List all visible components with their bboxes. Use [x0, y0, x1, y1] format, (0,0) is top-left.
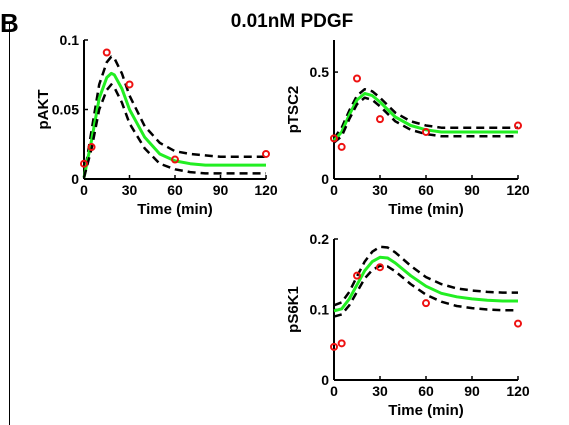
y-axis-label: pS6K1 [285, 286, 302, 333]
series-fit-line [333, 255, 518, 313]
data-point [102, 48, 111, 57]
x-axis-label: Time (min) [137, 201, 213, 218]
x-tick-label: 0 [330, 383, 338, 399]
y-tick-label: 0.1 [60, 32, 80, 48]
x-tick-label: 30 [122, 182, 138, 198]
data-point [422, 299, 430, 308]
data-point [330, 134, 338, 143]
x-tick-label: 90 [213, 182, 229, 198]
data-point [353, 271, 361, 280]
y-tick-label: 0.5 [310, 64, 330, 80]
x-tick-label: 60 [418, 182, 434, 198]
x-tick-label: 60 [167, 182, 183, 198]
data-point [353, 74, 361, 83]
data-point [87, 143, 96, 152]
y-tick-label: 0.1 [310, 302, 330, 318]
data-point [376, 115, 384, 124]
x-axis-label: Time (min) [388, 201, 464, 218]
y-tick-label: 0 [321, 171, 329, 187]
x-tick-label: 120 [506, 182, 530, 198]
data-point [422, 127, 430, 136]
data-point [262, 149, 270, 158]
plot-ptsc2: 0 30 60 90 120 0 0.5 Time (min) pTSC2 [285, 40, 530, 218]
series-fit-line [82, 71, 266, 178]
data-point [514, 319, 522, 328]
y-axis-label: pAKT [35, 90, 52, 130]
data-point [80, 159, 88, 168]
series-lower-line [82, 83, 266, 178]
series-fit-line [332, 92, 518, 142]
x-axis-label: Time (min) [388, 402, 464, 419]
x-tick-label: 30 [372, 182, 388, 198]
data-point [337, 142, 346, 151]
series-lower-line [333, 264, 518, 318]
data-point [125, 80, 134, 89]
data-point [330, 342, 338, 351]
series-upper-line [332, 87, 518, 140]
series-lower-line [333, 96, 518, 144]
plot-pakt: 0 30 60 90 120 0 0.05 0.1 Time (min) pAKT [35, 32, 278, 218]
x-tick-label: 0 [330, 182, 338, 198]
y-tick-label: 0.2 [310, 231, 330, 247]
series-upper-line [333, 245, 518, 307]
x-tick-label: 30 [372, 383, 388, 399]
y-tick-label: 0 [321, 372, 329, 388]
series-upper-line [82, 55, 266, 178]
data-point [171, 155, 179, 164]
y-tick-label: 0 [71, 171, 79, 187]
figure-border [9, 22, 10, 425]
data-point [337, 339, 346, 348]
x-tick-label: 120 [254, 182, 278, 198]
data-point [514, 121, 522, 130]
plot-ps6k1: 0 30 60 90 120 0 0.1 0.2 Time (min) pS6K1 [285, 231, 530, 419]
data-point [376, 263, 384, 272]
y-axis-label: pTSC2 [285, 86, 302, 134]
y-tick-label: 0.05 [52, 102, 79, 118]
x-tick-label: 90 [464, 383, 480, 399]
x-tick-label: 0 [80, 182, 88, 198]
x-tick-label: 90 [464, 182, 480, 198]
x-tick-label: 120 [506, 383, 530, 399]
figure-title: 0.01nM PDGF [231, 11, 353, 32]
x-tick-label: 60 [418, 383, 434, 399]
